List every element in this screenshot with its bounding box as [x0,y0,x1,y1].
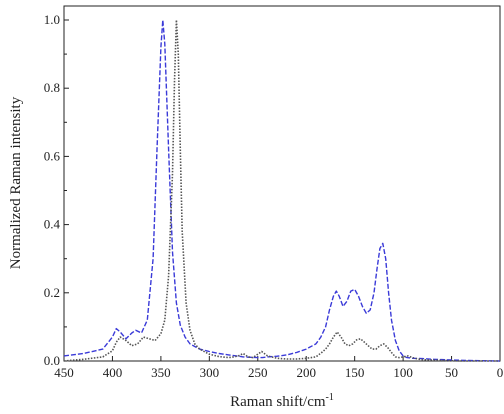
series-line-1 [63,19,501,362]
plot-frame [63,5,501,362]
x-axis-title-text: Raman shift/cm [230,394,326,410]
x-tick-label-400: 400 [103,365,123,380]
x-tick-label-50: 50 [445,365,458,380]
x-tick-label-450: 450 [54,365,74,380]
y-tick-label-0.6: 0.6 [44,148,61,163]
x-tick-label-100: 100 [393,365,413,380]
x-tick-label-200: 200 [296,365,316,380]
x-tick-label-250: 250 [248,365,268,380]
x-tick-label-300: 300 [200,365,220,380]
series-line-2 [63,19,500,362]
axis-ticks: 450 400 350 300 250 200 150 100 50 0 0.0 0.2 0.4 0.6 0… [44,12,504,380]
y-axis-title: Normalized Raman intensity [8,96,24,269]
y-tick-label-0.0: 0.0 [44,353,60,368]
x-tick-label-150: 150 [345,365,365,380]
y-tick-label-0.2: 0.2 [44,285,60,300]
y-tick-label-1.0: 1.0 [44,12,60,27]
x-tick-label-0: 0 [497,365,504,380]
x-axis-title-superscript: -1 [326,392,334,403]
y-tick-label-0.8: 0.8 [44,80,60,95]
series-layer [63,19,501,362]
y-tick-label-0.4: 0.4 [44,217,61,232]
x-tick-label-350: 350 [151,365,171,380]
x-axis-title: Raman shift/cm-1 [230,392,334,410]
